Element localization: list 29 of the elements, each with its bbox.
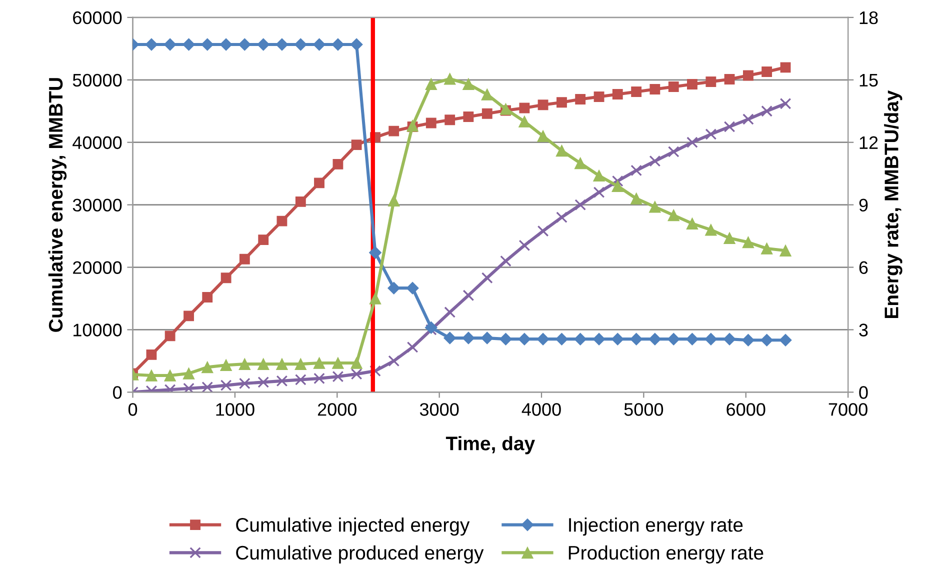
x-tick-label: 2000 (318, 403, 357, 416)
y2-tick-label: 6 (859, 261, 868, 274)
y2-tick-label: 12 (860, 136, 878, 149)
x-tick-label: 3000 (420, 403, 459, 416)
y-tick-label: 60000 (73, 11, 122, 24)
legend-label: Cumulative produced energy (236, 545, 484, 564)
y2-axis-title: Energy rate, MMBTU/day (884, 90, 902, 318)
y2-tick-label: 3 (859, 324, 868, 336)
x-tick-label: 6000 (726, 403, 766, 416)
y2-tick-label: 0 (859, 386, 868, 399)
legend-label: Injection energy rate (569, 518, 743, 536)
x-tick-label: 5000 (624, 403, 664, 416)
y-tick-label: 20000 (73, 261, 122, 274)
x-tick-label: 0 (128, 403, 138, 416)
x-tick-label: 7000 (828, 403, 868, 416)
x-axis-title: Time, day (446, 436, 535, 454)
y2-tick-label: 9 (859, 198, 868, 212)
legend-label: Production energy rate (568, 545, 764, 564)
legend-label: Cumulative injected energy (236, 518, 470, 536)
y-tick-label: 10000 (74, 324, 122, 336)
y2-tick-label: 18 (860, 11, 878, 24)
y-tick-label: 40000 (72, 136, 122, 150)
y-tick-label: 0 (113, 386, 122, 399)
y2-tick-label: 15 (860, 74, 878, 87)
y-tick-label: 50000 (72, 74, 122, 87)
y-tick-label: 30000 (72, 198, 122, 212)
x-tick-label: 1000 (216, 403, 254, 416)
y-axis-title: Cumulative energy, MMBTU (48, 78, 67, 332)
x-tick-label: 4000 (522, 403, 561, 416)
